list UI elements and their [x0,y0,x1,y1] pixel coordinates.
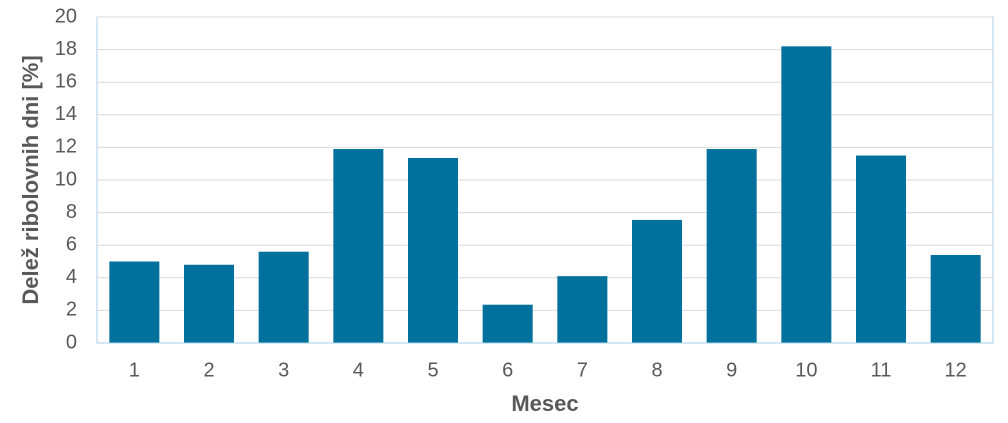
y-tick-label: 2 [66,299,77,321]
x-tick-label: 7 [577,359,588,381]
x-tick-label: 2 [203,359,214,381]
y-tick-label: 0 [66,331,77,353]
bar [781,46,832,344]
x-tick-label: 4 [353,359,364,381]
y-tick-label: 8 [66,201,77,223]
y-tick-label: 16 [55,70,77,92]
x-tick-label: 11 [871,359,892,381]
y-tick-label: 12 [55,136,77,158]
x-tick-label: 3 [278,359,289,381]
bar [482,304,533,343]
bar [258,251,309,343]
y-axis-title: Delež ribolovnih dni [%] [18,55,43,304]
x-tick-label: 12 [945,359,967,381]
x-tick-label: 9 [726,359,737,381]
x-tick-label: 5 [427,359,438,381]
y-tick-label: 6 [66,233,77,255]
y-tick-label: 4 [66,266,77,288]
bar [855,155,907,343]
bar [333,149,384,343]
y-tick-label: 14 [55,103,77,125]
bar [557,276,608,343]
x-tick-label: 6 [502,359,513,381]
bar [109,261,160,343]
x-axis-title: Mesec [511,391,578,416]
bar [183,264,235,343]
x-tick-label: 1 [129,359,140,381]
y-tick-label: 18 [55,38,77,60]
y-tick-label: 20 [55,5,77,27]
bar [930,254,981,343]
x-tick-label: 8 [651,359,662,381]
bar [407,157,459,343]
bar [631,219,683,343]
y-tick-label: 10 [55,168,77,190]
bar [706,149,757,343]
x-tick-label: 10 [795,359,817,381]
